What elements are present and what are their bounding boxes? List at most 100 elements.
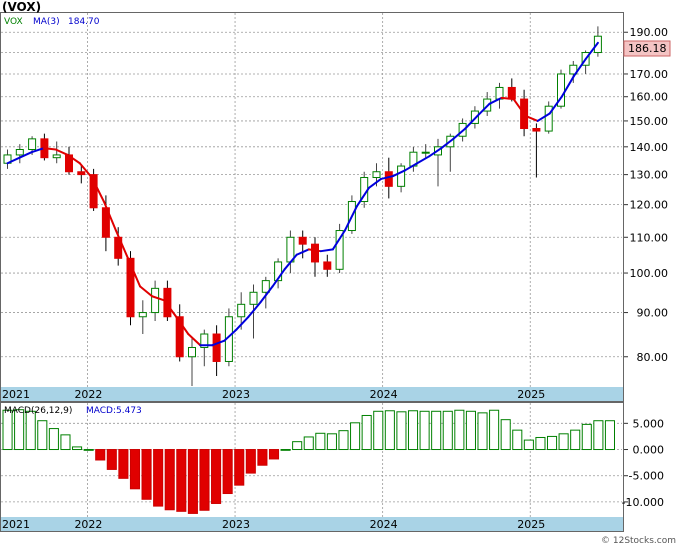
macd-bar-negative <box>129 449 141 490</box>
ma-segment <box>404 162 419 172</box>
candle <box>200 329 209 367</box>
candle <box>163 280 172 321</box>
ma-segment <box>18 151 33 159</box>
legend-symbol: VOX <box>4 17 23 27</box>
macd-x-axis: 2021 2022 2023 2024 2025 <box>2 518 545 531</box>
candle-body-up <box>261 280 270 293</box>
macd-bar-positive <box>361 414 372 451</box>
candle-body-down <box>507 86 516 100</box>
ma-segment <box>42 147 57 151</box>
candle-body-up <box>335 230 344 270</box>
ma-segment <box>235 315 250 331</box>
candle <box>261 276 270 309</box>
ma-segment <box>66 153 81 165</box>
candle-body-down <box>298 236 307 245</box>
macd-bar-positive <box>593 420 604 451</box>
ma-segment <box>283 253 298 271</box>
candle-body-up <box>188 346 196 358</box>
candle <box>298 230 307 259</box>
candle <box>175 304 184 362</box>
price-year-band <box>1 387 623 401</box>
candle-body-down <box>311 243 319 263</box>
macd-bar-positive <box>315 432 326 451</box>
macd-x-tick-label: 2021 <box>2 518 30 531</box>
candle <box>397 163 406 193</box>
candle-body-down <box>532 128 541 132</box>
candle <box>569 60 578 83</box>
macd-bar-positive <box>303 436 314 451</box>
legend-ma-label: MA(3) <box>33 17 60 27</box>
macd-bar-negative <box>118 449 129 479</box>
candle <box>138 300 147 335</box>
macd-bar-positive <box>83 449 94 451</box>
chart-title: (VOX) <box>2 0 41 14</box>
macd-bar-positive <box>523 439 534 451</box>
price-y-tick-label: 100.00 <box>630 267 669 280</box>
candle <box>274 258 283 289</box>
candle-body-down <box>384 171 393 187</box>
candle <box>323 254 332 277</box>
price-y-axis: 80.00 90.00 100.00 110.00 120.00 130.00 140.00… <box>624 26 668 364</box>
candle-body-up <box>569 64 578 75</box>
candle <box>77 166 86 184</box>
macd-histogram <box>2 409 616 514</box>
ma-segment <box>536 112 551 122</box>
price-y-tick-label: 190.00 <box>630 26 669 39</box>
candle-body-up <box>200 333 209 348</box>
moving-average-line <box>6 41 599 347</box>
candle <box>188 338 196 386</box>
macd-bar-positive <box>500 419 511 451</box>
ma-segment <box>102 200 117 232</box>
price-y-tick-label: 130.00 <box>630 169 669 182</box>
candle-body-up <box>249 291 258 305</box>
macd-bar-positive <box>570 429 581 451</box>
ma-segment <box>90 176 105 203</box>
ma-segment <box>139 285 154 298</box>
macd-bar-negative <box>141 449 152 500</box>
macd-bar-positive <box>72 446 83 451</box>
macd-bar-positive <box>431 410 442 451</box>
macd-y-tick-label: -5.000 <box>629 470 664 483</box>
ma-segment <box>126 257 142 288</box>
macd-bar-positive <box>384 410 395 451</box>
candle-body-down <box>89 174 98 209</box>
macd-bar-positive <box>350 422 361 451</box>
price-y-tick-label: 170.00 <box>630 68 669 81</box>
price-x-tick-label: 2023 <box>222 388 250 401</box>
macd-bar-negative <box>268 449 280 460</box>
ma-segment <box>500 96 515 101</box>
ma-segment <box>319 248 334 253</box>
candle-body-up <box>138 312 147 318</box>
macd-x-tick-label: 2025 <box>517 518 545 531</box>
price-y-tick-label: 150.00 <box>630 115 669 128</box>
macd-year-band <box>1 517 623 531</box>
macd-bar-positive <box>454 409 465 451</box>
ma-segment <box>560 75 575 98</box>
macd-bar-negative <box>234 449 245 486</box>
ma-segment <box>295 248 310 256</box>
candle-body-up <box>372 171 381 179</box>
candle <box>532 123 541 178</box>
macd-bar-negative <box>187 449 198 514</box>
candle-body-down <box>126 257 135 318</box>
macd-legend-label: MACD(26,12,9) <box>4 406 72 416</box>
candle-body-up <box>544 105 553 132</box>
candle-body-up <box>28 138 37 150</box>
candle-body-up <box>151 287 160 314</box>
macd-bar-positive <box>535 436 546 451</box>
ma-segment <box>247 301 262 318</box>
macd-bar-positive <box>558 433 569 451</box>
macd-bar-positive <box>25 410 36 451</box>
candle <box>89 168 98 211</box>
candle-body-down <box>212 333 221 362</box>
macd-bar-positive <box>396 411 407 451</box>
price-x-axis: 2021 2022 2023 2024 2025 <box>2 388 545 401</box>
macd-bar-positive <box>604 420 616 451</box>
macd-bar-positive <box>489 409 500 451</box>
ma-segment <box>307 248 322 253</box>
macd-bar-positive <box>60 434 71 451</box>
macd-panel-frame <box>0 402 624 532</box>
candle-body-up <box>15 148 24 156</box>
candle-body-up <box>52 154 61 159</box>
